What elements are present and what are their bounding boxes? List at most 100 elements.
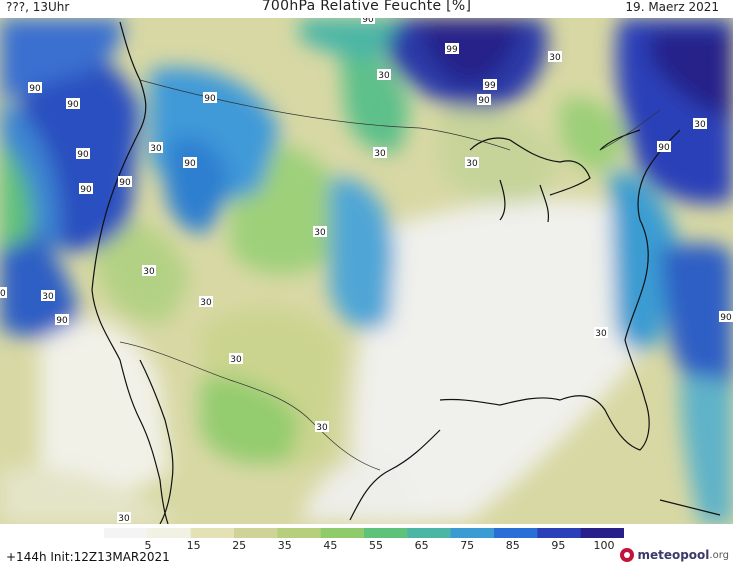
contour-label-text: 30 — [150, 144, 162, 154]
contour-label: 30 — [594, 327, 608, 339]
colorbar-label: 45 — [323, 539, 338, 552]
contour-label-text: 90 — [29, 84, 41, 94]
contour-label-box — [199, 296, 213, 307]
colorbar-swatches — [104, 528, 624, 538]
contour-label-box — [66, 98, 80, 109]
contour-label-box — [477, 94, 491, 105]
contour-label: 30 — [149, 142, 163, 154]
contour-label-box — [0, 287, 7, 298]
colorbar-swatch — [494, 528, 538, 538]
contour-label-box — [445, 43, 459, 54]
contour-label-box — [315, 421, 329, 432]
contour-label: 30 — [465, 157, 479, 169]
contour-label-text: 30 — [200, 298, 212, 308]
brand-name: meteopool — [637, 548, 710, 562]
colorbar-label: 100 — [593, 539, 615, 552]
contour-label-box — [55, 314, 69, 325]
map-canvas: 90 90 90 90 90 90 90 30 30 30 90 30 30 30 30 30 90 99 99 90… — [0, 18, 733, 524]
colorbar-labels: 5 15 25 35 45 55 65 75 85 95 100 — [0, 539, 733, 553]
colorbar-swatch — [234, 528, 278, 538]
contour-label: 30 — [229, 353, 243, 365]
contour-label: 90 — [203, 92, 217, 104]
colorbar-label: 25 — [232, 539, 247, 552]
contour-label-box — [203, 92, 217, 103]
contour-label-box — [373, 147, 387, 158]
colorbar-swatch — [190, 528, 235, 538]
valid-time-label: ???, 13Uhr — [6, 0, 70, 14]
contour-label: 90 — [361, 18, 375, 25]
contour-label: 90 — [118, 176, 132, 188]
contour-label-text: 30 — [0, 289, 6, 299]
map-header: ???, 13Uhr 700hPa Relative Feuchte [%] 1… — [0, 0, 733, 18]
contour-label: 30 — [142, 265, 156, 277]
map-title: 700hPa Relative Feuchte [%] — [261, 0, 472, 14]
contour-label-box — [313, 226, 327, 237]
contour-labels: 90 90 90 90 90 90 90 30 30 30 90 30 30 30 30 30 90 99 99 90… — [0, 18, 733, 524]
contour-label-text: 90 — [119, 178, 131, 188]
contour-label: 30 — [117, 512, 131, 524]
contour-label-text: 90 — [77, 150, 89, 160]
contour-label: 90 — [28, 82, 42, 94]
contour-label-text: 90 — [67, 100, 79, 110]
contour-label-box — [229, 353, 243, 364]
borders — [119, 79, 661, 471]
contour-label-text: 30 — [466, 159, 478, 169]
contour-label-text: 30 — [230, 355, 242, 365]
contour-label-box — [594, 327, 608, 338]
colorbar-swatch — [450, 528, 495, 538]
init-time-label: +144h Init:12Z13MAR2021 — [6, 550, 170, 564]
contour-label-text: 30 — [595, 329, 607, 339]
date-label: 19. Maerz 2021 — [625, 0, 719, 14]
map-footer: 5 15 25 35 45 55 65 75 85 95 100 +144h Init:12Z13M… — [0, 524, 733, 566]
contour-label-text: 90 — [80, 185, 92, 195]
contour-label-box — [361, 18, 375, 24]
contour-label: 30 — [548, 51, 562, 63]
contour-label-box — [142, 265, 156, 276]
contour-label: 99 — [445, 43, 459, 55]
colorbar-swatch — [320, 528, 365, 538]
contour-label-text: 90 — [184, 159, 196, 169]
contour-label-text: 30 — [314, 228, 326, 238]
colorbar-swatch — [407, 528, 452, 538]
contour-label-text: 90 — [56, 316, 68, 326]
contour-label-text: 90 — [204, 94, 216, 104]
contour-label-box — [183, 157, 197, 168]
meteopool-logo[interactable]: meteopool .org — [620, 546, 729, 564]
contour-label-text: 30 — [118, 514, 130, 524]
contour-label: 30 — [313, 226, 327, 238]
contour-label-text: 30 — [694, 120, 706, 130]
contour-label-box — [483, 79, 497, 90]
contour-label: 90 — [477, 94, 491, 106]
colorbar — [104, 528, 624, 538]
contour-label-text: 99 — [484, 81, 496, 91]
contour-label-box — [693, 118, 707, 129]
colorbar-label: 75 — [460, 539, 475, 552]
contour-label-box — [657, 141, 671, 152]
contour-label: 90 — [66, 98, 80, 110]
contour-label-box — [41, 290, 55, 301]
contour-label-box — [719, 311, 733, 322]
colorbar-swatch — [580, 528, 624, 538]
meteopool-logo-icon — [620, 548, 635, 562]
contour-label: 30 — [0, 287, 7, 299]
contour-label-text: 90 — [362, 18, 374, 25]
contour-label-box — [28, 82, 42, 93]
contour-label: 30 — [41, 290, 55, 302]
colorbar-label: 85 — [505, 539, 520, 552]
humidity-map: 90 90 90 90 90 90 90 30 30 30 90 30 30 30 30 30 90 99 99 90… — [0, 18, 733, 524]
humidity-field — [0, 18, 733, 524]
colorbar-label: 15 — [186, 539, 201, 552]
colorbar-swatch — [277, 528, 322, 538]
colorbar-label: 55 — [369, 539, 383, 552]
contour-label-box — [79, 183, 93, 194]
colorbar-swatch — [364, 528, 408, 538]
contour-label-text: 30 — [143, 267, 155, 277]
contour-label-text: 30 — [374, 149, 386, 159]
contour-label-text: 30 — [316, 423, 328, 433]
contour-label-box — [149, 142, 163, 153]
contour-label: 90 — [719, 311, 733, 323]
contour-label: 30 — [199, 296, 213, 308]
contour-label-box — [118, 176, 132, 187]
contour-label: 90 — [76, 148, 90, 160]
contour-label-box — [117, 512, 131, 523]
